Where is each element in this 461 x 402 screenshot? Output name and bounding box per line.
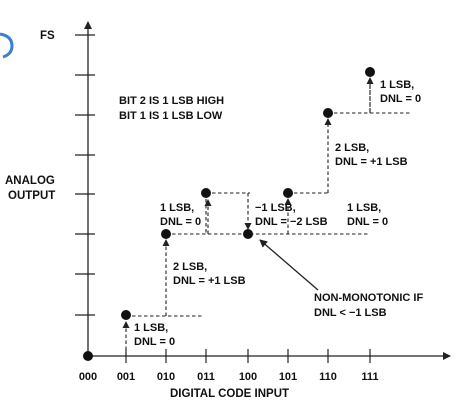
step-guides — [126, 72, 410, 317]
legend-line2: BIT 1 IS 1 LSB LOW — [119, 110, 223, 122]
lsb-arrows — [122, 77, 374, 356]
x-tick-label: 101 — [279, 371, 297, 383]
y-ticks — [75, 34, 95, 316]
x-tick-label: 001 — [117, 371, 135, 383]
annotation-101-line2: DNL = 0 — [347, 216, 388, 228]
y-axis-top-label: FS — [40, 30, 55, 42]
point-code-001 — [121, 310, 131, 320]
callout-arrow — [259, 239, 319, 291]
y-axis-label-line2: OUTPUT — [8, 190, 55, 202]
annotation-101-line1: 1 LSB, — [347, 202, 381, 214]
x-tick-label: 110 — [319, 371, 337, 383]
annotation-001-line2: DNL = 0 — [134, 336, 175, 348]
point-code-111 — [365, 67, 375, 77]
y-axis-label-line1: ANALOG — [5, 175, 55, 187]
annotation-100-line1: −1 LSB, — [255, 202, 296, 214]
annotation-111-line1: 1 LSB, — [380, 79, 414, 91]
x-tick-label: 100 — [239, 371, 257, 383]
x-ticks — [125, 349, 371, 363]
legend-line1: BIT 2 IS 1 LSB HIGH — [119, 95, 224, 107]
x-tick-label: 111 — [361, 371, 378, 383]
x-axis-label: DIGITAL CODE INPUT — [170, 388, 289, 400]
annotation-001-line1: 1 LSB, — [134, 322, 168, 334]
annotation-011-line2: DNL = 0 — [160, 216, 201, 228]
annotation-110-line1: 2 LSB, — [335, 142, 369, 154]
cropped-fragment — [0, 32, 14, 59]
callout-line2: DNL < −1 LSB — [314, 307, 387, 319]
output-points — [83, 67, 375, 361]
callout-line1: NON-MONOTONIC IF — [314, 292, 423, 304]
point-code-010 — [161, 229, 171, 239]
point-code-100 — [243, 229, 253, 239]
annotation-100-line2: DNL = −2 LSB — [255, 216, 328, 228]
x-tick-label: 010 — [157, 371, 175, 383]
annotation-111-line2: DNL = 0 — [380, 93, 421, 105]
point-code-000 — [83, 351, 93, 361]
annotation-010-line1: 2 LSB, — [173, 261, 207, 273]
x-tick-label: 011 — [197, 371, 215, 383]
point-code-101 — [283, 188, 293, 198]
point-code-110 — [323, 108, 333, 118]
point-code-011 — [201, 188, 211, 198]
annotation-110-line2: DNL = +1 LSB — [335, 156, 408, 168]
x-tick-labels: 000 001 010 011 100 101 110 111 — [79, 371, 379, 383]
annotation-011-line1: 1 LSB, — [160, 202, 194, 214]
x-tick-label: 000 — [79, 371, 97, 383]
annotation-010-line2: DNL = +1 LSB — [173, 275, 246, 287]
